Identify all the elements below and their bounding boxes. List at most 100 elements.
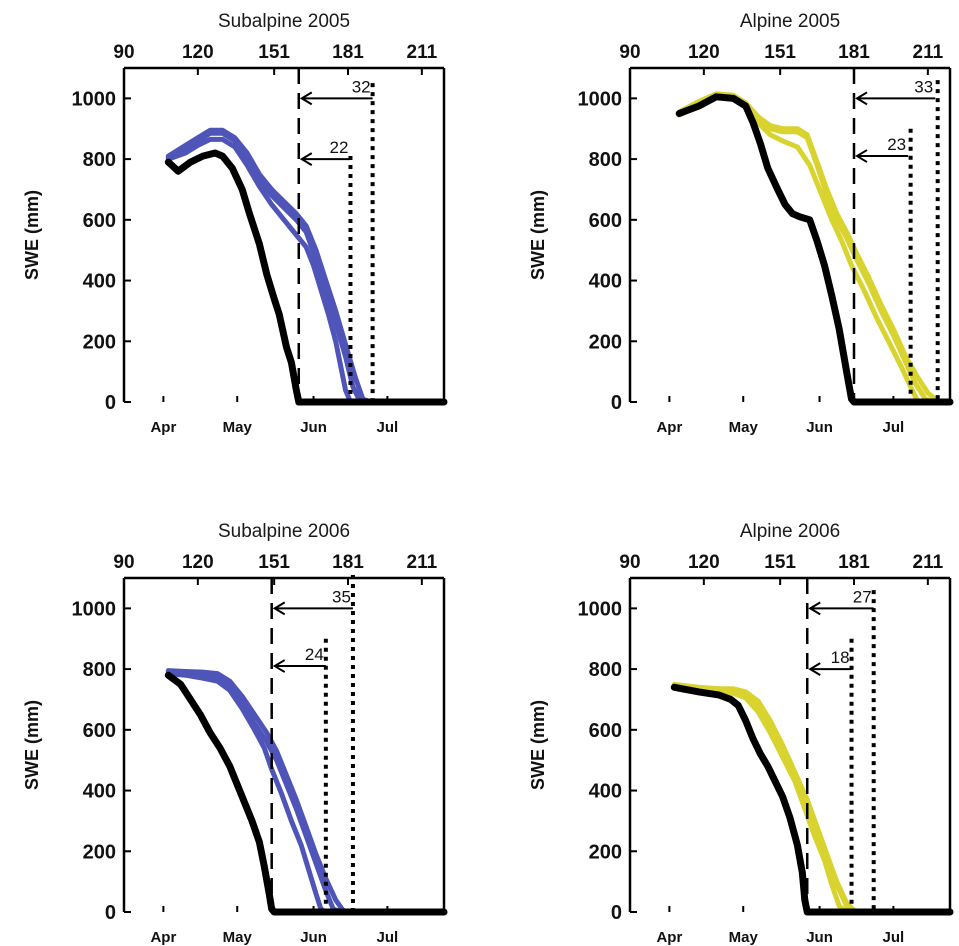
top-tick-label: 211 [913, 42, 944, 63]
top-tick-label: 151 [764, 42, 796, 63]
top-tick-label: 181 [838, 552, 870, 573]
panel-title: Alpine 2006 [740, 521, 840, 542]
month-label: Apr [150, 419, 176, 436]
arrow-label: 23 [887, 135, 906, 154]
month-label: Jun [806, 419, 833, 436]
month-label: Apr [656, 929, 682, 946]
panel-title: Subalpine 2005 [218, 11, 350, 32]
arrowhead [299, 152, 313, 166]
y-tick-label: 200 [83, 841, 116, 863]
top-tick-label: 181 [332, 42, 364, 63]
arrowhead [855, 91, 868, 106]
y-tick-label: 0 [611, 392, 622, 414]
month-label: May [729, 929, 759, 946]
top-tick-label: 181 [332, 552, 364, 573]
y-tick-label: 400 [83, 271, 116, 293]
top-tick-label: 211 [407, 42, 438, 63]
top-tick-label: 90 [619, 552, 640, 573]
month-label: Jul [883, 419, 905, 436]
y-tick-label: 800 [589, 149, 622, 171]
top-tick-label: 120 [182, 42, 214, 63]
y-axis-label: SWE (mm) [528, 190, 548, 280]
arrow-label: 32 [352, 77, 371, 96]
y-tick-label: 0 [105, 392, 116, 414]
arrowhead [272, 659, 286, 673]
arrowhead [272, 601, 286, 616]
top-tick-label: 90 [113, 552, 134, 573]
y-axis-label: SWE (mm) [528, 700, 548, 790]
panel-subalpine-2006: Subalpine 2006 SWE (mm) 90 120 151 181 211 0 200… [22, 521, 448, 946]
scenario-swe-line [671, 681, 953, 915]
observed-swe-line [164, 149, 448, 406]
y-tick-label: 800 [589, 659, 622, 681]
y-tick-label: 200 [589, 331, 622, 353]
arrowhead [808, 662, 821, 676]
y-tick-label: 600 [589, 210, 622, 232]
panel-alpine-2006: Alpine 2006 SWE (mm) 90 120 151 181 211 0 200 400… [528, 521, 954, 946]
month-label: Jun [300, 419, 327, 436]
scenario-swe-line [671, 684, 953, 915]
y-tick-label: 0 [611, 902, 622, 924]
arrowhead [808, 601, 821, 616]
panel-title: Subalpine 2006 [218, 521, 350, 542]
month-label: May [223, 929, 253, 946]
arrow-label: 33 [914, 77, 933, 96]
scenario-swe-line [165, 669, 447, 915]
top-tick-label: 151 [258, 552, 290, 573]
month-label: Jul [377, 929, 399, 946]
top-tick-label: 90 [619, 42, 640, 63]
top-tick-label: 90 [113, 42, 134, 63]
y-tick-label: 0 [105, 902, 116, 924]
observed-swe-line [675, 93, 954, 406]
top-tick-label: 151 [764, 552, 796, 573]
y-axis-label: SWE (mm) [22, 700, 42, 790]
arrow-label: 24 [305, 645, 324, 664]
y-tick-label: 1000 [578, 88, 623, 110]
arrow-label: 18 [831, 648, 850, 667]
y-axis-label: SWE (mm) [22, 190, 42, 280]
month-label: Jul [883, 929, 905, 946]
arrow-label: 35 [332, 587, 351, 606]
month-label: Jul [377, 419, 399, 436]
top-tick-label: 211 [913, 552, 944, 573]
observed-swe-line [164, 671, 448, 916]
y-tick-label: 1000 [578, 598, 623, 620]
y-tick-label: 400 [83, 781, 116, 803]
arrowhead [299, 91, 313, 106]
y-tick-label: 400 [589, 271, 622, 293]
y-tick-label: 200 [83, 331, 116, 353]
scenario-swe-line [165, 671, 447, 915]
panel-alpine-2005: Alpine 2005 SWE (mm) 90 120 151 181 211 0 200 400… [528, 11, 954, 436]
month-label: Apr [656, 419, 682, 436]
month-label: Apr [150, 929, 176, 946]
y-tick-label: 600 [83, 720, 116, 742]
month-label: May [729, 419, 759, 436]
scenario-swe-line [165, 668, 447, 915]
top-tick-label: 211 [407, 552, 438, 573]
y-tick-label: 800 [83, 659, 116, 681]
scenario-swe-line [165, 136, 447, 405]
y-tick-label: 200 [589, 841, 622, 863]
y-tick-label: 1000 [72, 598, 117, 620]
panel-subalpine-2005: Subalpine 2005 SWE (mm) 90 120 151 181 211 0 200… [22, 11, 448, 436]
top-tick-label: 120 [688, 42, 720, 63]
top-tick-label: 181 [838, 42, 870, 63]
top-tick-label: 120 [688, 552, 720, 573]
arrow-label: 27 [853, 587, 872, 606]
top-tick-label: 120 [182, 552, 214, 573]
top-tick-label: 151 [258, 42, 290, 63]
arrowhead [855, 149, 868, 163]
panel-title: Alpine 2005 [740, 11, 840, 32]
y-tick-label: 600 [589, 720, 622, 742]
month-label: Jun [300, 929, 327, 946]
scenario-swe-line [165, 130, 447, 405]
observed-swe-line [670, 683, 954, 916]
scenario-swe-line [671, 683, 953, 915]
y-tick-label: 600 [83, 210, 116, 232]
scenario-swe-line [165, 127, 447, 405]
month-label: Jun [806, 929, 833, 946]
month-label: May [223, 419, 253, 436]
y-tick-label: 800 [83, 149, 116, 171]
arrow-label: 22 [330, 138, 349, 157]
